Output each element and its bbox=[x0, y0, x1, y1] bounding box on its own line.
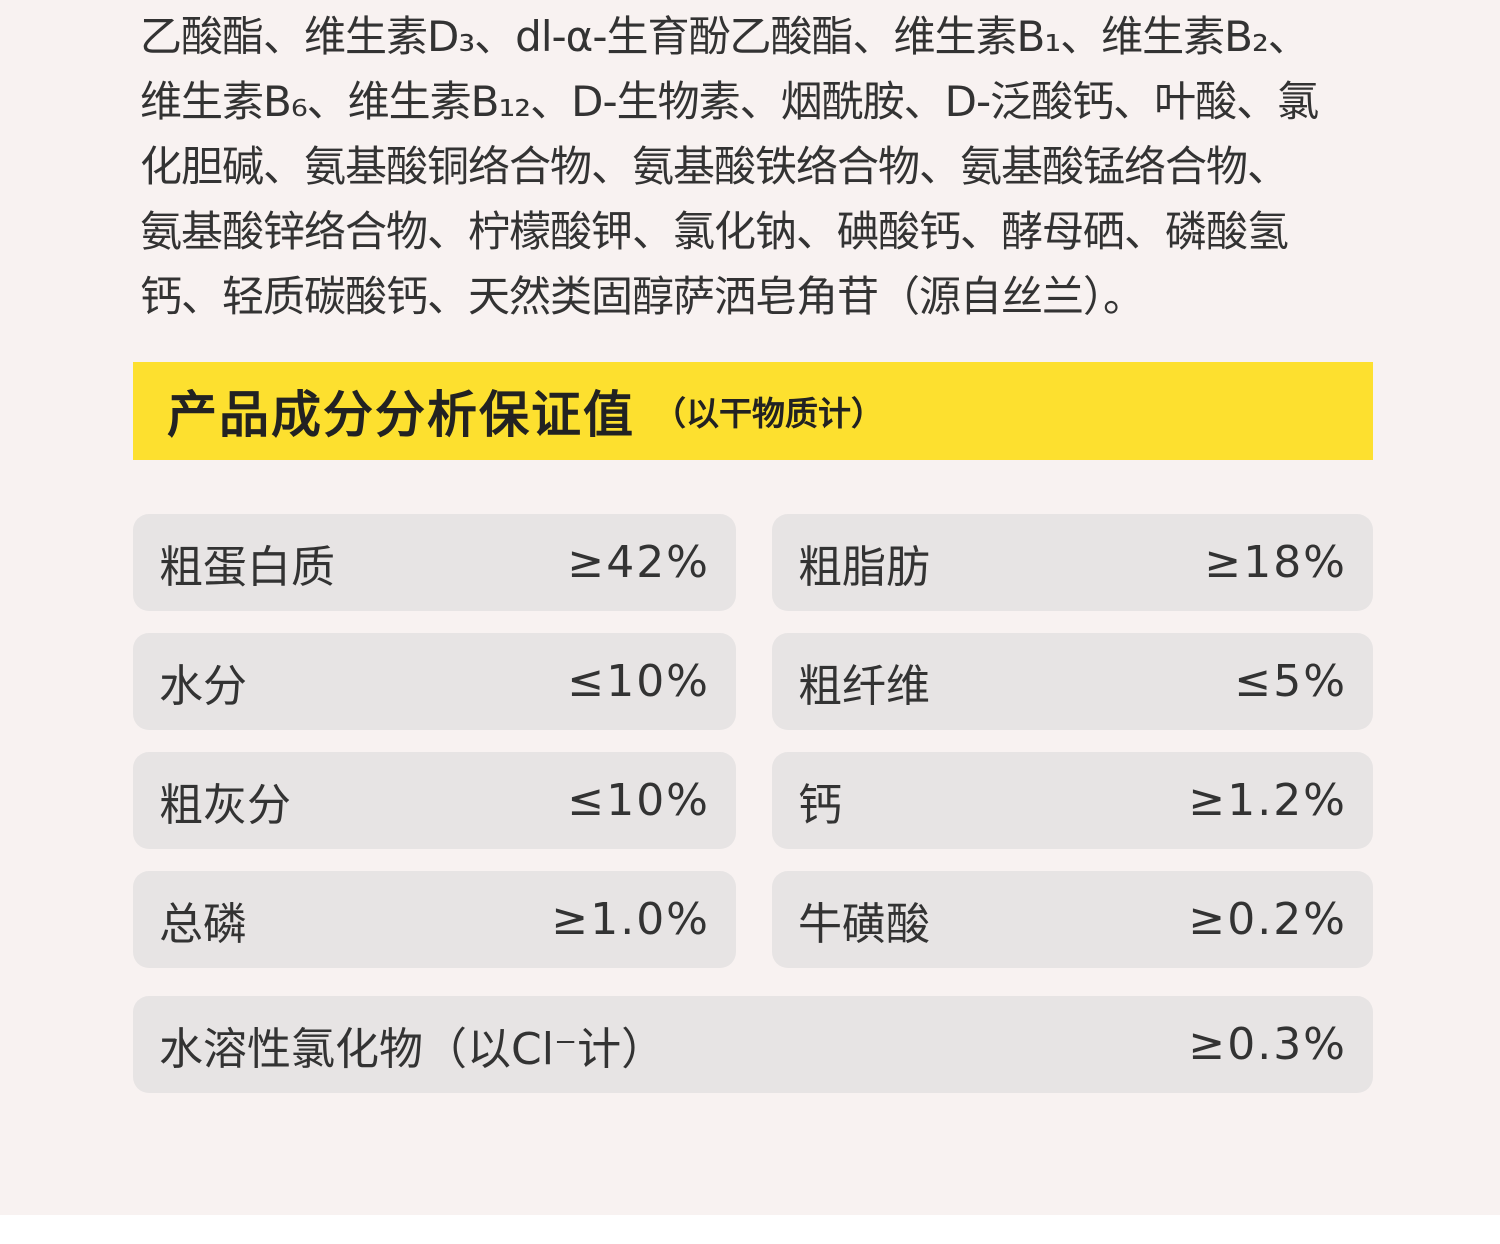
nutrient-name: 总磷 bbox=[159, 898, 247, 950]
ingredient-line: 氨基酸锌络合物、柠檬酸钾、氯化钠、碘酸钙、酵母硒、磷酸氢 bbox=[140, 207, 1289, 256]
nutrient-card: 钙 ≥1.2% bbox=[772, 752, 1373, 849]
nutrient-name: 粗灰分 bbox=[159, 779, 291, 831]
nutrient-value: ≥1.2% bbox=[1188, 775, 1347, 826]
nutrient-name: 钙 bbox=[798, 779, 842, 831]
nutrient-name: 粗纤维 bbox=[798, 660, 930, 712]
nutrient-name: 粗蛋白质 bbox=[159, 541, 335, 593]
analysis-table: 粗蛋白质 ≥42% 粗脂肪 ≥18% 水分 ≤10% 粗纤维 ≤5% 粗灰分 ≤10% 钙 ≥1.2%… bbox=[133, 514, 1373, 1093]
nutrient-name: 粗脂肪 bbox=[798, 541, 930, 593]
nutrient-value: ≥0.2% bbox=[1188, 894, 1347, 945]
ingredient-line: 乙酸酯、维生素D₃、dl-α-生育酚乙酸酯、维生素B₁、维生素B₂、 bbox=[140, 12, 1310, 61]
nutrient-name: 水溶性氯化物（以Cl⁻计） bbox=[159, 1023, 666, 1075]
nutrient-card: 牛磺酸 ≥0.2% bbox=[772, 871, 1373, 968]
nutrient-name: 水分 bbox=[159, 660, 247, 712]
nutrient-card: 总磷 ≥1.0% bbox=[133, 871, 736, 968]
nutrient-name: 牛磺酸 bbox=[798, 898, 930, 950]
nutrient-card: 粗脂肪 ≥18% bbox=[772, 514, 1373, 611]
nutrient-card: 粗纤维 ≤5% bbox=[772, 633, 1373, 730]
nutrient-card: 粗蛋白质 ≥42% bbox=[133, 514, 736, 611]
nutrient-value: ≥18% bbox=[1204, 537, 1347, 588]
nutrient-card: 水分 ≤10% bbox=[133, 633, 736, 730]
ingredient-text: 乙酸酯、维生素D₃、dl-α-生育酚乙酸酯、维生素B₁、维生素B₂、 维生素B₆、… bbox=[140, 4, 1380, 329]
nutrient-value: ≥42% bbox=[567, 537, 710, 588]
nutrient-value: ≤10% bbox=[567, 775, 710, 826]
nutrient-card: 粗灰分 ≤10% bbox=[133, 752, 736, 849]
ingredient-line: 维生素B₆、维生素B₁₂、D-生物素、烟酰胺、D-泛酸钙、叶酸、氯 bbox=[140, 77, 1319, 126]
section-subtitle: （以干物质计） bbox=[653, 394, 884, 433]
ingredient-line: 钙、轻质碳酸钙、天然类固醇萨洒皂角苷（源自丝兰）。 bbox=[140, 272, 1145, 321]
page: 乙酸酯、维生素D₃、dl-α-生育酚乙酸酯、维生素B₁、维生素B₂、 维生素B₆、… bbox=[0, 0, 1500, 1215]
nutrient-card: 水溶性氯化物（以Cl⁻计） ≥0.3% bbox=[133, 996, 1373, 1093]
nutrient-value: ≥0.3% bbox=[1188, 1019, 1347, 1070]
ingredient-line: 化胆碱、氨基酸铜络合物、氨基酸铁络合物、氨基酸锰络合物、 bbox=[140, 142, 1289, 191]
nutrient-value: ≤10% bbox=[567, 656, 710, 707]
section-banner: 产品成分分析保证值 （以干物质计） bbox=[133, 362, 1373, 460]
nutrient-value: ≤5% bbox=[1234, 656, 1347, 707]
nutrient-value: ≥1.0% bbox=[551, 894, 710, 945]
section-title: 产品成分分析保证值 bbox=[167, 386, 635, 444]
